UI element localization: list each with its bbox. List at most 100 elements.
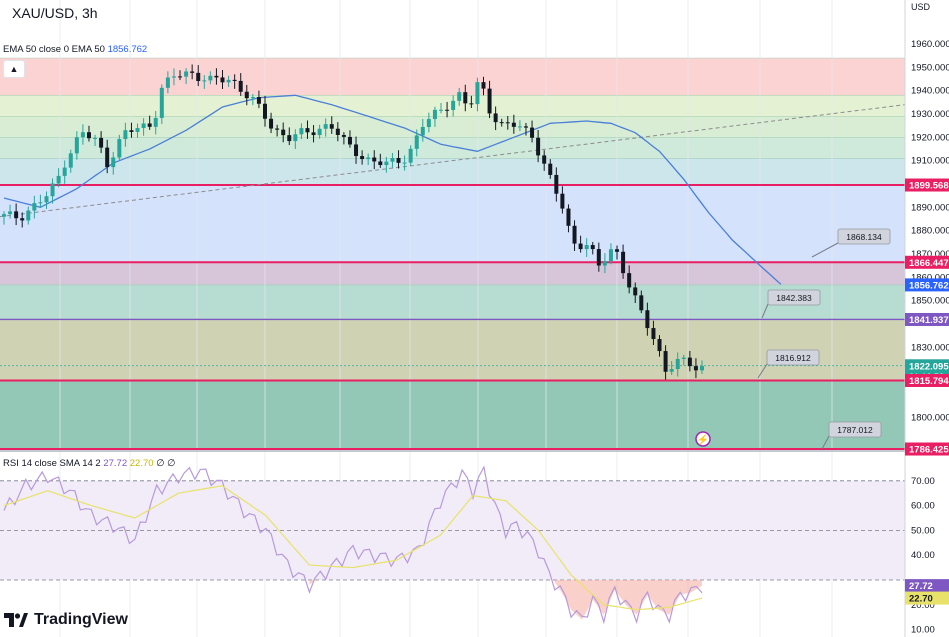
candle-body	[329, 124, 334, 129]
candle	[378, 153, 383, 168]
annotation-box-3	[828, 421, 882, 438]
candle	[93, 134, 98, 146]
candle	[226, 75, 231, 88]
candle	[372, 150, 377, 170]
candle	[426, 112, 431, 133]
candle-body	[135, 128, 140, 132]
collapse-legend-button[interactable]: ▲	[3, 60, 25, 78]
zone-3	[0, 137, 905, 159]
price-tick-label: 1890.000	[911, 202, 949, 213]
candle-body	[633, 287, 638, 296]
candle-body	[178, 76, 183, 78]
candle-body	[80, 132, 85, 138]
candle-body	[50, 183, 55, 197]
candle-body	[487, 88, 492, 114]
price-tick-label: 1870.000	[911, 249, 949, 260]
candle	[32, 195, 37, 219]
candle-body	[323, 124, 328, 129]
candle	[232, 74, 237, 89]
candle	[184, 68, 189, 85]
candle-body	[366, 157, 371, 160]
lightning-icon[interactable]	[695, 431, 711, 447]
candle	[347, 130, 352, 148]
candle-body	[408, 148, 413, 163]
candle	[178, 70, 183, 81]
candle-body	[554, 174, 559, 194]
candle-body	[20, 218, 25, 221]
candle	[159, 84, 164, 125]
tradingview-logo[interactable]: TradingView	[4, 611, 128, 629]
price-badge-label-2: 1856.762	[909, 280, 949, 291]
candle	[366, 153, 371, 166]
candle-body	[372, 157, 377, 162]
candle-body	[432, 109, 437, 120]
candle	[171, 68, 176, 86]
candle-body	[305, 128, 310, 133]
price-tick-label: 1930.000	[911, 109, 949, 120]
rsi-legend-extra1: ∅	[156, 458, 165, 469]
price-badge-label-4: 1822.095	[909, 361, 949, 372]
candle-body	[147, 123, 152, 127]
candle	[8, 204, 13, 219]
rsi-sma-legend-value: 22.70	[129, 458, 154, 469]
candle-body	[111, 157, 116, 168]
annotation-leader-0	[811, 242, 839, 258]
price-badge-2	[905, 278, 949, 292]
candle-body	[360, 156, 365, 160]
candle	[238, 73, 243, 96]
candle	[633, 282, 638, 304]
candle	[129, 122, 134, 138]
rsi-sma-line	[3, 485, 703, 611]
lightning-glyph: ⚡	[697, 433, 709, 446]
price-axis[interactable]: 1960.000 1950.000 1940.000 1930.000 1920.000…	[904, 0, 949, 637]
candle	[669, 361, 674, 375]
candle	[487, 80, 492, 119]
candle-body	[584, 245, 589, 250]
candle	[584, 238, 589, 257]
rsi-legend-name: RSI 14 close SMA 14 2	[3, 458, 101, 469]
ema-line	[3, 94, 782, 285]
candle	[463, 84, 468, 112]
candle	[457, 87, 462, 106]
zones-layer	[0, 57, 905, 450]
candle	[414, 129, 419, 157]
price-badge-1	[905, 255, 949, 269]
candle	[408, 145, 413, 166]
candle	[281, 122, 286, 143]
candle	[663, 345, 668, 380]
candle	[681, 354, 686, 366]
candle-body	[390, 158, 395, 162]
candle	[153, 110, 158, 135]
candle	[523, 122, 528, 136]
candle	[627, 265, 632, 294]
candle-body	[578, 243, 583, 250]
rsi-legend[interactable]: RSI 14 close SMA 14 2 27.72 22.70 ∅ ∅	[3, 458, 175, 469]
candle	[432, 106, 437, 127]
candle-body	[645, 310, 650, 329]
candle-body	[153, 117, 158, 127]
rsi-tick-label: 60.00	[911, 501, 935, 512]
candle	[560, 186, 565, 214]
candle	[554, 167, 559, 202]
candle	[311, 125, 316, 143]
candle-body	[420, 127, 425, 136]
candle-body	[566, 208, 571, 226]
candle-body	[99, 137, 104, 148]
trendline	[0, 104, 906, 218]
candle-body	[615, 249, 620, 252]
price-tick-label: 1910.000	[911, 156, 949, 167]
candle	[135, 123, 140, 138]
candle	[123, 122, 128, 147]
ema-legend[interactable]: EMA 50 close 0 EMA 50 1856.762	[3, 44, 147, 55]
candle	[299, 123, 304, 140]
currency-button[interactable]: USD	[911, 2, 931, 12]
candle-body	[165, 77, 170, 88]
tradingview-logo-text: TradingView	[34, 611, 128, 628]
price-badge-label-3: 1841.937	[909, 315, 949, 326]
candle	[214, 68, 219, 85]
candle-body	[129, 130, 134, 132]
candle-body	[481, 82, 486, 89]
candle	[548, 159, 553, 179]
candle	[244, 84, 249, 106]
